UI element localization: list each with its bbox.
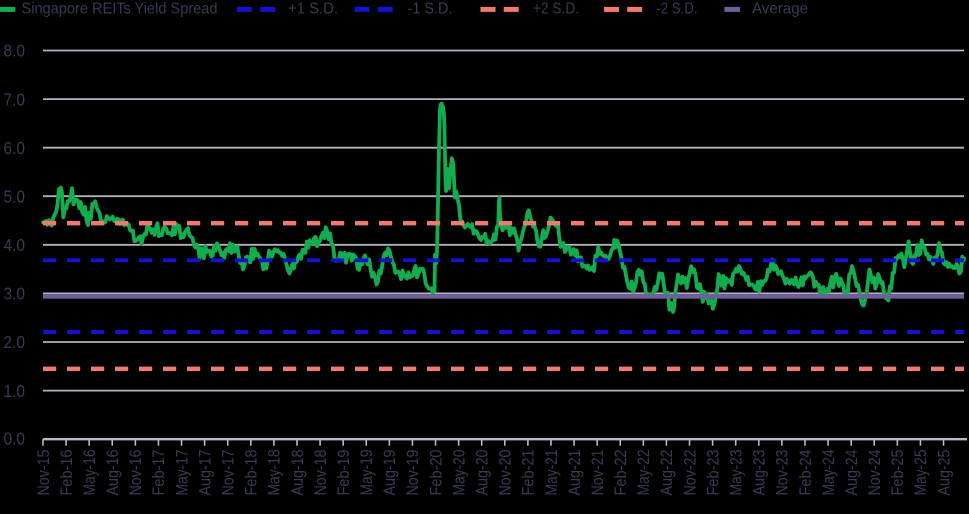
svg-text:6.0: 6.0 [4,138,26,158]
svg-text:1.0: 1.0 [4,381,26,401]
svg-text:Nov-22: Nov-22 [681,450,699,496]
svg-text:Singapore REITs Yield Spread: Singapore REITs Yield Spread [22,1,218,18]
svg-text:Aug-25: Aug-25 [935,450,953,496]
svg-text:Nov-16: Nov-16 [127,450,145,496]
svg-text:Feb-19: Feb-19 [335,450,353,496]
svg-text:Nov-21: Nov-21 [589,450,607,496]
svg-text:0.0: 0.0 [4,428,26,448]
svg-text:Nov-18: Nov-18 [312,450,330,496]
svg-text:+1 S.D.: +1 S.D. [288,1,338,18]
svg-text:May-25: May-25 [912,450,930,496]
svg-text:Feb-18: Feb-18 [243,450,261,496]
svg-text:8.0: 8.0 [4,41,26,61]
svg-text:Feb-23: Feb-23 [704,450,722,496]
svg-text:Nov-20: Nov-20 [497,450,515,496]
svg-text:Aug-17: Aug-17 [196,450,214,496]
svg-text:Nov-23: Nov-23 [774,450,792,496]
svg-text:Aug-23: Aug-23 [751,450,769,496]
svg-text:Feb-21: Feb-21 [520,450,538,496]
svg-text:Nov-17: Nov-17 [220,450,238,496]
svg-text:4.0: 4.0 [4,235,26,255]
svg-text:May-16: May-16 [81,450,99,496]
svg-text:Aug-22: Aug-22 [658,450,676,496]
svg-text:Aug-19: Aug-19 [381,450,399,496]
svg-text:Feb-22: Feb-22 [612,450,630,496]
svg-text:7.0: 7.0 [4,89,26,109]
svg-text:Feb-20: Feb-20 [427,450,445,496]
svg-text:Feb-17: Feb-17 [150,450,168,496]
svg-text:May-19: May-19 [358,450,376,496]
svg-text:Aug-18: Aug-18 [289,450,307,496]
svg-text:+2 S.D.: +2 S.D. [533,1,579,18]
svg-text:May-24: May-24 [820,450,838,496]
svg-text:May-23: May-23 [728,450,746,496]
svg-text:Aug-16: Aug-16 [104,450,122,496]
svg-text:-1 S.D.: -1 S.D. [408,1,453,18]
svg-text:May-20: May-20 [450,450,468,496]
svg-text:Nov-15: Nov-15 [35,450,53,496]
svg-text:May-22: May-22 [635,450,653,496]
svg-text:5.0: 5.0 [4,186,26,206]
svg-text:Aug-20: Aug-20 [474,450,492,496]
svg-text:Feb-16: Feb-16 [58,450,76,496]
svg-text:-2 S.D.: -2 S.D. [657,1,698,18]
svg-text:Aug-24: Aug-24 [843,450,861,496]
svg-text:Nov-24: Nov-24 [866,450,884,496]
svg-text:May-17: May-17 [173,450,191,496]
svg-text:Aug-21: Aug-21 [566,450,584,496]
svg-text:Feb-24: Feb-24 [797,450,815,496]
svg-text:May-18: May-18 [266,450,284,496]
svg-text:May-21: May-21 [543,450,561,496]
svg-text:Average: Average [752,1,808,18]
svg-text:Feb-25: Feb-25 [889,450,907,496]
svg-text:2.0: 2.0 [4,332,26,352]
svg-text:3.0: 3.0 [4,284,26,304]
svg-text:Nov-19: Nov-19 [404,450,422,496]
